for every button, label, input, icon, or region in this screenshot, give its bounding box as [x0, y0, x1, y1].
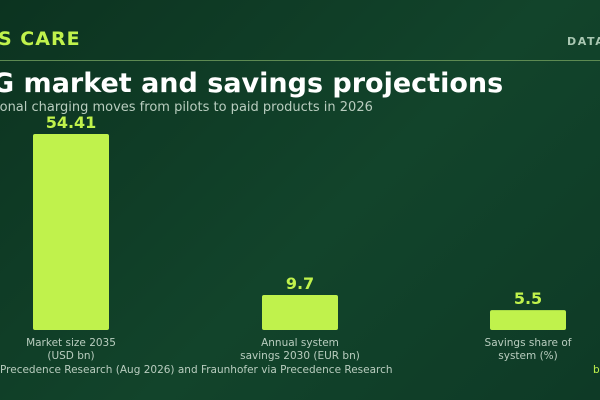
header-divider	[0, 60, 600, 61]
category-label-1-line-2: (USD bn)	[47, 350, 94, 362]
page-subtitle: ional charging moves from pilots to paid…	[0, 100, 373, 115]
category-label-1-line-1: Market size 2035	[26, 337, 116, 349]
bar-3	[490, 310, 566, 330]
value-label-1: 54.41	[46, 113, 97, 132]
category-label-2-line-2: savings 2030 (EUR bn)	[240, 350, 360, 362]
category-label-2-line-1: Annual system	[261, 337, 339, 349]
bar-2	[262, 295, 338, 330]
bar-1	[33, 134, 109, 330]
section-tag: DATA	[567, 35, 600, 48]
value-label-3: 5.5	[514, 289, 542, 308]
source-note: Precedence Research (Aug 2026) and Fraun…	[0, 364, 393, 376]
page-title: G market and savings projections	[0, 68, 504, 99]
value-label-2: 9.7	[286, 274, 314, 293]
category-label-3-line-2: system (%)	[498, 350, 557, 362]
brand-logo-text: S CARE	[0, 28, 81, 50]
category-label-3-line-1: Savings share of	[485, 337, 572, 349]
byline: b	[593, 364, 600, 376]
